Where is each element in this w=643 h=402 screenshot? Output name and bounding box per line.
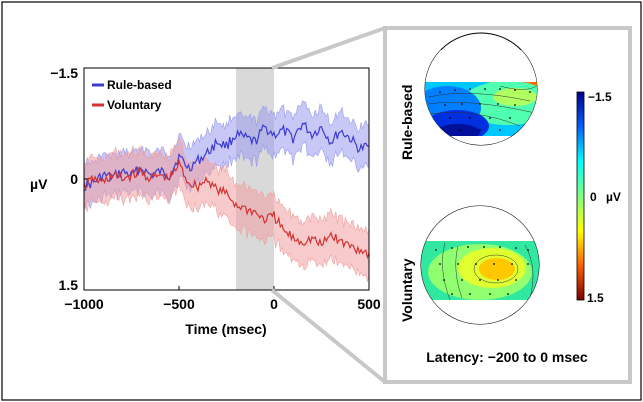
- topomap-label-rule-based: Rule-based: [399, 85, 415, 160]
- colorbar: −1.5 0 µV 1.5: [576, 90, 621, 305]
- colorbar-gradient: [576, 91, 585, 301]
- legend-label-voluntary: Voluntary: [107, 98, 162, 112]
- y-tick-label: −1.5: [50, 65, 78, 81]
- legend-label-rule-based: Rule-based: [107, 78, 172, 92]
- x-tick-label: 0: [270, 296, 278, 312]
- topomap-voluntary: Voluntary: [399, 205, 540, 325]
- y-tick-label: 0: [70, 171, 78, 187]
- topomap-panel: Rule-based Voluntary −1.5 0: [383, 26, 632, 384]
- colorbar-min-label: −1.5: [588, 90, 612, 104]
- y-tick-label: 1.5: [59, 277, 79, 293]
- electrodes-rule-based: [439, 88, 531, 131]
- legend: Rule-based Voluntary: [92, 78, 172, 112]
- series-line-rule-based: [84, 121, 369, 191]
- series-line-voluntary: [84, 158, 369, 260]
- topomap-label-voluntary: Voluntary: [399, 258, 415, 322]
- erp-plot: −1000 −500 0 500 −1.5 0 1.5 µV Time (msec) Ru…: [30, 65, 381, 337]
- y-axis-label: µV: [30, 176, 48, 192]
- x-axis-label: Time (msec): [185, 321, 266, 337]
- x-tick-label: 500: [357, 296, 381, 312]
- highlight-window: [236, 68, 274, 290]
- electrodes-voluntary: [435, 246, 529, 295]
- x-tick-label: −1000: [64, 296, 104, 312]
- colorbar-mid-label: 0: [590, 190, 597, 204]
- colorbar-unit: µV: [606, 190, 621, 204]
- x-tick-label: −500: [163, 296, 195, 312]
- latency-caption: Latency: −200 to 0 msec: [426, 349, 588, 365]
- colorbar-max-label: 1.5: [587, 291, 604, 305]
- zoom-connectors: [270, 26, 387, 384]
